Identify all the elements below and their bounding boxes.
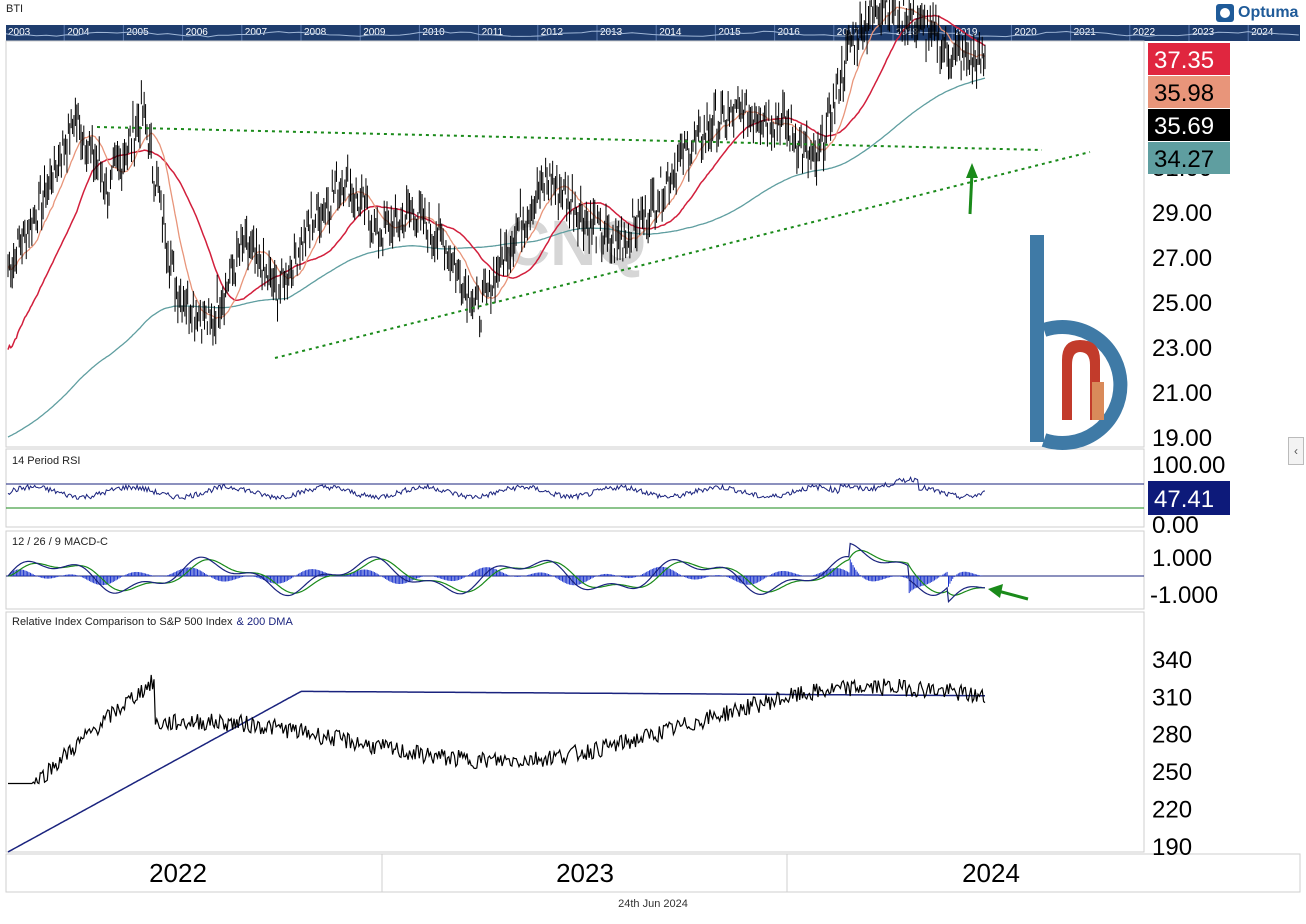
relative-axis: 340 310 280 250 220 190 xyxy=(1152,647,1192,861)
macd-tick-top: 1.000 xyxy=(1152,545,1212,572)
navigator-year: 2006 xyxy=(186,27,209,38)
navigator-year: 2022 xyxy=(1133,27,1156,38)
price-badge-label: 35.98 xyxy=(1154,80,1214,107)
macd-title: 12 / 26 / 9 MACD-C xyxy=(12,536,108,548)
navigator-year: 2020 xyxy=(1014,27,1037,38)
price-axis-tick: 19.00 xyxy=(1152,425,1212,452)
navigator-year: 2014 xyxy=(659,27,682,38)
macd-arrow-icon xyxy=(988,584,1029,601)
price-badge xyxy=(1148,109,1230,141)
macd-line xyxy=(7,542,986,604)
ma-long-line xyxy=(7,77,986,438)
lower-trendline xyxy=(274,151,1091,359)
navigator-year: 2009 xyxy=(363,27,386,38)
ma-long-path xyxy=(7,77,986,438)
price-axis-tick: 27.00 xyxy=(1152,245,1212,272)
relative-panel xyxy=(5,611,1145,853)
navigator-year: 2024 xyxy=(1251,27,1274,38)
brand-logo-icon xyxy=(1030,235,1128,450)
price-bars xyxy=(7,0,986,346)
rsi-value-badge xyxy=(1148,481,1230,515)
optuma-logo-icon xyxy=(1216,4,1234,22)
price-axis-tick: 25.00 xyxy=(1152,290,1212,317)
price-badge xyxy=(1148,43,1230,75)
navigator-bar[interactable] xyxy=(6,25,1300,41)
x-label-2022: 2022 xyxy=(149,858,207,888)
relative-line xyxy=(8,674,986,785)
price-axis-tick: 23.00 xyxy=(1152,335,1212,362)
rsi-title: 14 Period RSI xyxy=(12,455,80,467)
upper-trendline xyxy=(96,126,1043,151)
macd-tick-bottom: -1.000 xyxy=(1150,582,1218,609)
optuma-logo-text: Optuma xyxy=(1238,4,1299,21)
macd-histogram xyxy=(8,559,986,594)
relative-title: Relative Index Comparison to S&P 500 Ind… xyxy=(12,616,293,628)
relative-axis-tick: 250 xyxy=(1152,759,1192,786)
navigator-year: 2013 xyxy=(600,27,623,38)
navigator-year: 2011 xyxy=(482,27,504,38)
relative-axis-tick: 280 xyxy=(1152,722,1192,749)
x-label-2024: 2024 xyxy=(962,858,1020,888)
macd-signal-line xyxy=(7,549,985,596)
rsi-tick-bottom: 0.00 xyxy=(1152,512,1199,539)
navigator-year: 2003 xyxy=(8,27,31,38)
navigator-year: 2017 xyxy=(837,27,860,38)
rsi-value-text: 47.41 xyxy=(1154,486,1214,513)
price-badge xyxy=(1148,76,1230,108)
rsi-panel xyxy=(5,448,1145,528)
relative-axis-tick: 190 xyxy=(1152,834,1192,861)
x-label-2023: 2023 xyxy=(556,858,614,888)
ma-short-line xyxy=(7,6,986,320)
price-badge-label: 35.69 xyxy=(1154,113,1214,140)
chart-date: 24th Jun 2024 xyxy=(618,898,688,910)
navigator-year: 2007 xyxy=(245,27,268,38)
navigator-year: 2015 xyxy=(718,27,741,38)
ma-mid-line xyxy=(7,14,986,350)
price-badge xyxy=(1148,142,1230,174)
relative-axis-tick: 310 xyxy=(1152,684,1192,711)
ma-short-path xyxy=(7,6,986,320)
relative-axis-tick: 220 xyxy=(1152,796,1192,823)
price-badge-label: 37.35 xyxy=(1154,47,1214,74)
relative-200dma-line xyxy=(7,690,985,853)
navigator-year: 2012 xyxy=(541,27,564,38)
time-axis-panel xyxy=(5,853,1301,893)
price-badge-label: 34.27 xyxy=(1154,146,1214,173)
ma-mid-path xyxy=(7,14,986,350)
navigator-year: 2008 xyxy=(304,27,327,38)
navigator-year: 2004 xyxy=(67,27,90,38)
relative-axis-tick: 340 xyxy=(1152,647,1192,674)
optuma-logo: Optuma xyxy=(1216,3,1302,25)
price-axis-tick: 21.00 xyxy=(1152,380,1212,407)
relative-title-main: Relative Index Comparison to S&P 500 Ind… xyxy=(12,616,233,628)
macd-panel xyxy=(5,530,1145,610)
navigator-history-line xyxy=(5,30,1299,38)
price-badges: 37.35 35.98 35.69 34.27 xyxy=(1148,43,1230,174)
price-panel xyxy=(5,40,1145,448)
price-arrow-icon xyxy=(966,163,978,215)
navigator-year: 2010 xyxy=(422,27,445,38)
rsi-line xyxy=(7,475,986,501)
relative-title-extra: & 200 DMA xyxy=(237,616,294,628)
ticker-symbol: BTI xyxy=(6,3,24,15)
navigator-year: 2023 xyxy=(1192,27,1215,38)
side-panel-toggle[interactable]: ‹ xyxy=(1288,437,1304,465)
navigator-year: 2019 xyxy=(955,27,978,38)
rsi-tick-top: 100.00 xyxy=(1152,452,1225,479)
navigator-year: 2016 xyxy=(778,27,801,38)
price-axis-tick: 29.00 xyxy=(1152,200,1212,227)
